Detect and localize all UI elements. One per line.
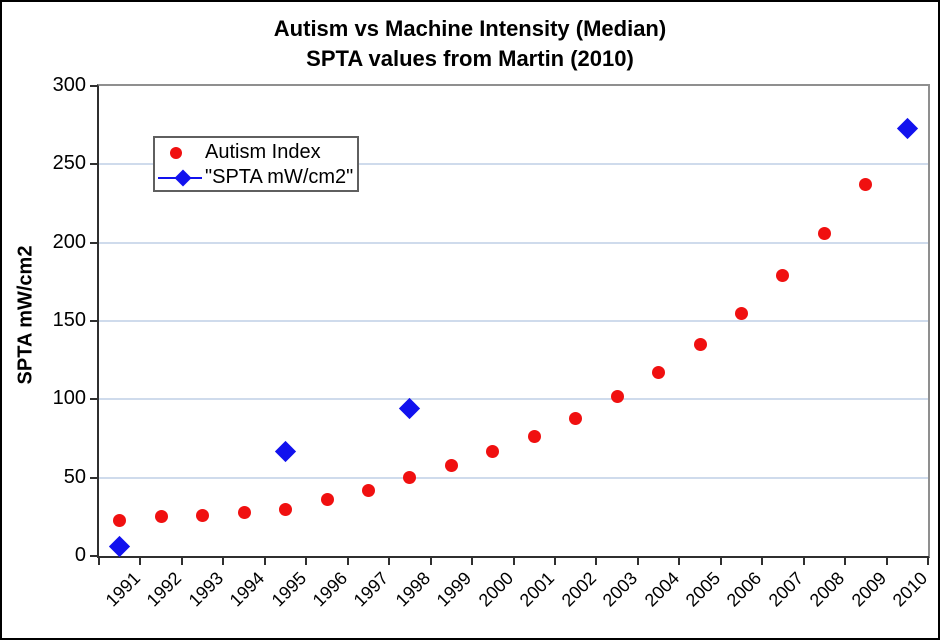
x-tick-mark	[347, 556, 349, 565]
data-point-spta-mw-cm2	[109, 535, 131, 558]
data-point-autism-index	[403, 471, 417, 485]
diamond-marker-icon	[174, 169, 192, 186]
chart-title-line-2: SPTA values from Martin (2010)	[306, 46, 634, 71]
legend-label-spta: "SPTA mW/cm2"	[205, 166, 354, 188]
x-tick-mark	[927, 556, 929, 565]
x-tick-mark	[637, 556, 639, 565]
x-tick-mark	[554, 556, 556, 565]
x-tick-label: 2004	[640, 568, 684, 611]
legend-item-spta: "SPTA mW/cm2"	[155, 165, 357, 190]
data-point-autism-index	[113, 513, 127, 527]
data-point-autism-index	[444, 458, 458, 472]
x-tick-mark	[139, 556, 141, 565]
data-point-spta-mw-cm2	[896, 117, 918, 139]
x-tick-label: 2002	[557, 568, 601, 611]
x-tick-label: 2000	[474, 568, 518, 611]
gridline	[99, 320, 928, 322]
x-tick-label: 2009	[847, 568, 891, 611]
data-point-autism-index	[817, 226, 831, 240]
x-tick-label: 1999	[432, 568, 476, 611]
data-point-autism-index	[610, 389, 624, 403]
data-point-autism-index	[320, 493, 334, 507]
gridline	[99, 163, 928, 165]
legend: Autism Index "SPTA mW/cm2"	[153, 136, 359, 192]
gridline	[99, 477, 928, 479]
data-point-autism-index	[154, 510, 168, 524]
x-tick-mark	[513, 556, 515, 565]
data-point-autism-index	[486, 444, 500, 458]
data-point-autism-index	[237, 505, 251, 519]
circle-marker-icon	[170, 146, 182, 159]
x-tick-mark	[305, 556, 307, 565]
y-tick-label: 50	[63, 466, 86, 488]
x-tick-label: 1996	[308, 568, 352, 611]
chart-title-line-1: Autism vs Machine Intensity (Median)	[273, 16, 667, 41]
x-tick-label: 2010	[888, 568, 932, 611]
x-tick-label: 2008	[805, 568, 849, 611]
x-tick-mark	[761, 556, 763, 565]
x-tick-mark	[430, 556, 432, 565]
gridline	[99, 242, 928, 244]
y-tick-label: 0	[74, 544, 86, 566]
x-tick-label: 2006	[722, 568, 766, 611]
x-tick-label: 1993	[184, 568, 228, 611]
x-tick-label: 1991	[101, 568, 145, 611]
y-tick-mark	[90, 163, 97, 165]
x-tick-label: 2003	[598, 568, 642, 611]
y-tick-mark	[90, 477, 97, 479]
y-tick-mark	[90, 85, 97, 87]
y-tick-label: 300	[52, 74, 86, 96]
x-tick-label: 1998	[391, 568, 435, 611]
data-point-autism-index	[196, 508, 210, 522]
x-tick-mark	[388, 556, 390, 565]
x-tick-label: 1992	[142, 568, 186, 611]
x-tick-mark	[98, 556, 100, 565]
y-tick-mark	[90, 398, 97, 400]
y-tick-label: 100	[52, 387, 86, 409]
x-tick-mark	[595, 556, 597, 565]
y-tick-mark	[90, 320, 97, 322]
y-tick-label: 150	[52, 309, 86, 331]
x-tick-mark	[844, 556, 846, 565]
chart-title: Autism vs Machine Intensity (Median) SPT…	[0, 14, 940, 74]
x-tick-mark	[886, 556, 888, 565]
x-tick-label: 1997	[349, 568, 393, 611]
x-tick-mark	[222, 556, 224, 565]
data-point-autism-index	[361, 483, 375, 497]
data-point-spta-mw-cm2	[399, 398, 421, 420]
x-tick-label: 2001	[515, 568, 559, 611]
x-tick-label: 1994	[225, 568, 269, 611]
x-tick-label: 1995	[267, 568, 311, 611]
legend-marker-cell	[155, 165, 205, 190]
data-point-autism-index	[735, 306, 748, 320]
legend-marker-cell	[155, 140, 205, 165]
x-tick-mark	[471, 556, 473, 565]
data-point-autism-index	[527, 430, 541, 444]
y-tick-mark	[90, 242, 97, 244]
x-tick-mark	[803, 556, 805, 565]
x-tick-mark	[181, 556, 183, 565]
data-point-autism-index	[693, 338, 707, 351]
y-tick-label: 250	[52, 152, 86, 174]
data-point-autism-index	[652, 366, 666, 380]
y-tick-mark	[90, 555, 97, 557]
data-point-autism-index	[859, 178, 873, 192]
y-tick-label: 200	[52, 231, 86, 253]
legend-item-autism-index: Autism Index	[155, 140, 357, 165]
x-tick-label: 2005	[681, 568, 725, 611]
data-point-autism-index	[776, 269, 790, 283]
legend-label-autism-index: Autism Index	[205, 141, 321, 163]
x-tick-mark	[720, 556, 722, 565]
x-tick-mark	[678, 556, 680, 565]
data-point-spta-mw-cm2	[274, 440, 297, 462]
gridline	[99, 398, 928, 400]
x-tick-mark	[264, 556, 266, 565]
x-tick-label: 2007	[764, 568, 808, 611]
data-point-autism-index	[569, 411, 583, 425]
data-point-autism-index	[279, 502, 292, 516]
